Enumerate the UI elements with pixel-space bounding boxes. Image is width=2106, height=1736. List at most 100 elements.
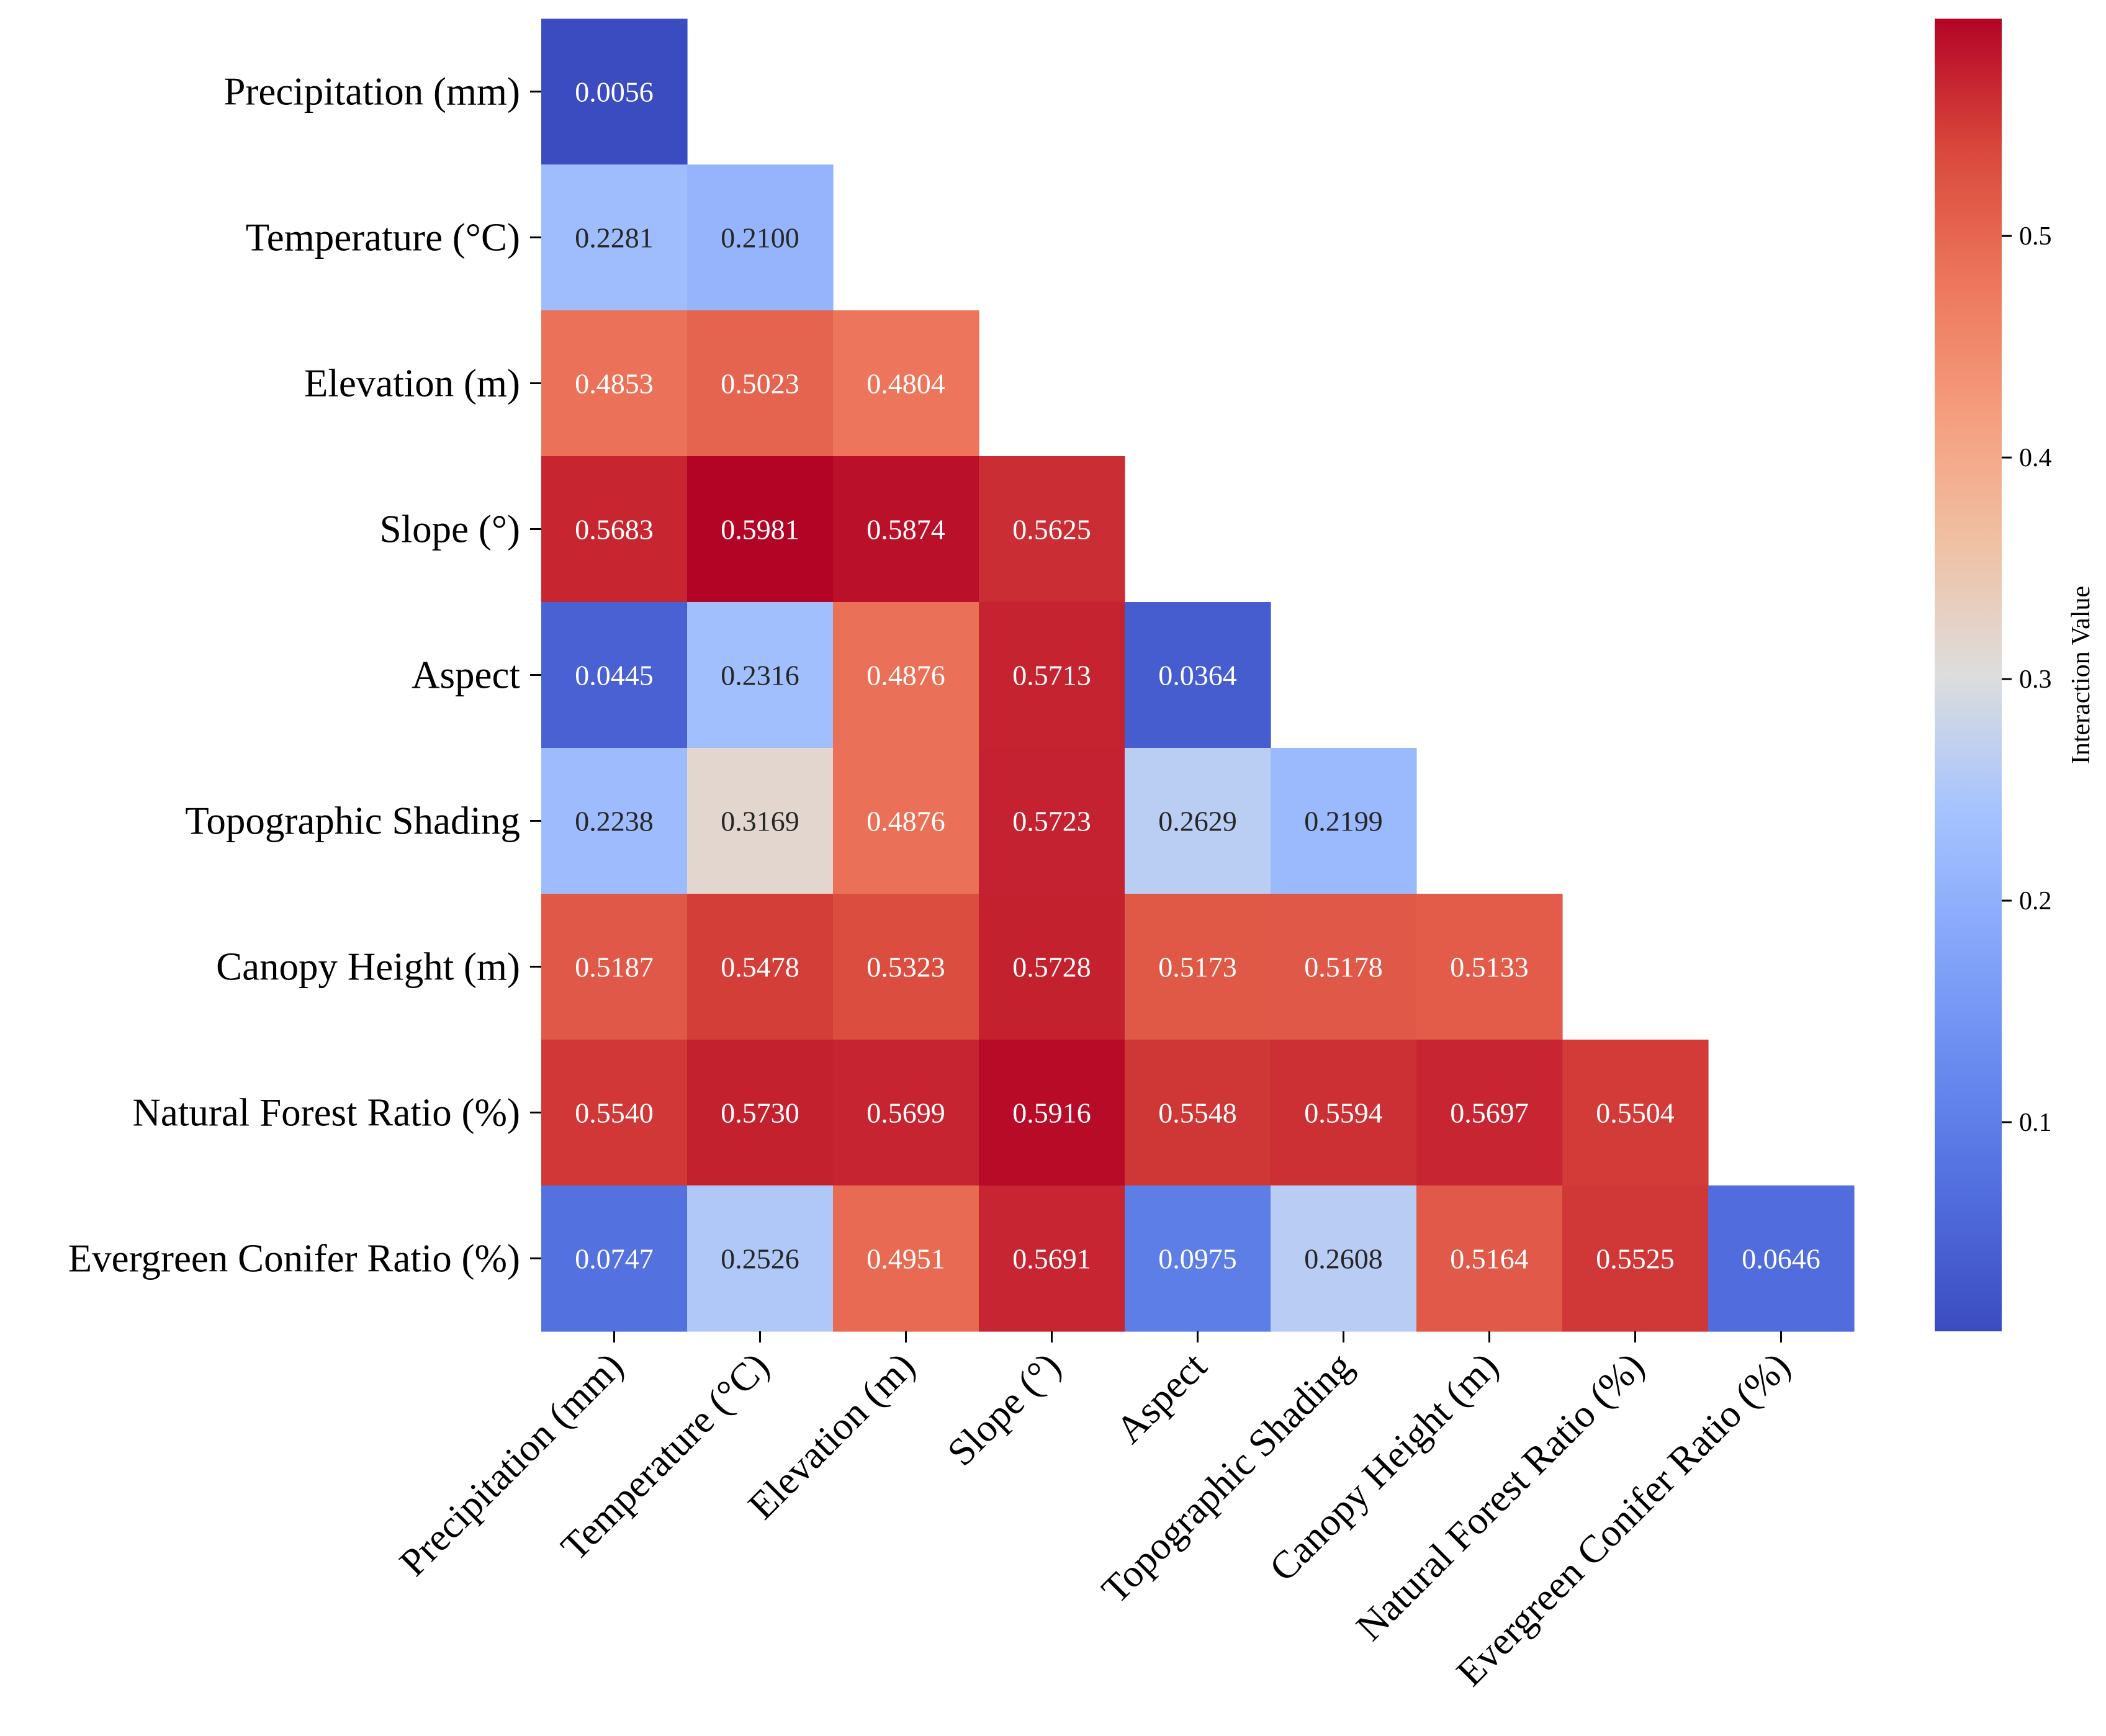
cell-value-label: 0.5323 <box>866 951 945 983</box>
heatmap-cell <box>541 310 688 457</box>
heatmap-cell <box>1562 1040 1709 1186</box>
heatmap-cell <box>979 894 1125 1040</box>
heatmap-cell <box>1125 748 1271 894</box>
row-label: Aspect <box>412 654 520 697</box>
cell-value-label: 0.5164 <box>1450 1243 1529 1275</box>
cell-value-label: 0.5187 <box>575 951 654 983</box>
row-label: Temperature (°C) <box>246 216 520 259</box>
heatmap-cell <box>979 1185 1125 1332</box>
cell-value-label: 0.4876 <box>866 660 945 691</box>
heatmap-cell <box>979 1040 1125 1186</box>
cell-value-label: 0.4804 <box>866 368 945 400</box>
heatmap-cell <box>833 602 979 749</box>
heatmap-cell <box>1416 1040 1563 1186</box>
column-labels: Precipitation (mm)Temperature (°C)Elevat… <box>391 1331 1798 1694</box>
colorbar-tick-label: 0.3 <box>2019 665 2052 694</box>
heatmap-cells: 0.0056 0.2281 0.2100 0.4853 0.5023 0.4804 0.56… <box>541 19 1855 1332</box>
cell-value-label: 0.5981 <box>721 514 799 546</box>
cell-value-label: 0.5478 <box>721 951 799 983</box>
cell-value-label: 0.5504 <box>1596 1097 1675 1129</box>
heatmap-cell <box>687 748 834 894</box>
heatmap-cell <box>1271 894 1417 1040</box>
row-label: Precipitation (mm) <box>223 70 520 114</box>
cell-value-label: 0.5697 <box>1450 1097 1529 1129</box>
heatmap-cell <box>1125 894 1271 1040</box>
heatmap-cell <box>1562 1185 1709 1332</box>
column-label: Aspect <box>1107 1344 1215 1452</box>
heatmap-cell <box>833 1040 979 1186</box>
cell-value-label: 0.2316 <box>721 660 799 691</box>
heatmap-cell <box>833 310 979 457</box>
cell-value-label: 0.2199 <box>1304 806 1383 837</box>
cell-value-label: 0.2629 <box>1158 806 1237 837</box>
cell-value-label: 0.5625 <box>1012 514 1091 546</box>
colorbar-tick-label: 0.5 <box>2019 222 2052 251</box>
colorbar-gradient <box>1935 19 2002 1331</box>
heatmap-cell <box>1125 1185 1271 1332</box>
cell-value-label: 0.5699 <box>866 1097 945 1129</box>
cell-value-label: 0.0445 <box>575 660 654 691</box>
cell-value-label: 0.5728 <box>1012 951 1091 983</box>
cell-value-label: 0.2526 <box>721 1243 799 1275</box>
heatmap-cell <box>541 164 688 311</box>
cell-value-label: 0.2238 <box>575 806 654 837</box>
row-label: Slope (°) <box>380 508 520 551</box>
cell-value-label: 0.4951 <box>866 1243 945 1275</box>
cell-value-label: 0.5723 <box>1012 806 1091 837</box>
cell-value-label: 0.0747 <box>575 1243 654 1275</box>
heatmap-cell <box>1708 1185 1855 1332</box>
column-label: Topographic Shading <box>1093 1344 1361 1611</box>
heatmap-cell <box>687 1040 834 1186</box>
heatmap-cell <box>1125 602 1271 749</box>
heatmap-cell <box>687 310 834 457</box>
heatmap-cell <box>979 602 1125 749</box>
heatmap-cell <box>979 748 1125 894</box>
row-label: Topographic Shading <box>185 799 520 843</box>
heatmap-cell <box>687 456 834 603</box>
colorbar-tick-label: 0.2 <box>2019 887 2052 915</box>
cell-value-label: 0.2281 <box>575 222 654 254</box>
heatmap-cell <box>979 456 1125 603</box>
colorbar-tick-label: 0.4 <box>2019 444 2052 472</box>
cell-value-label: 0.0364 <box>1158 660 1237 691</box>
row-label: Evergreen Conifer Ratio (%) <box>68 1237 520 1280</box>
cell-value-label: 0.5594 <box>1304 1097 1383 1129</box>
row-label: Elevation (m) <box>304 362 520 405</box>
cell-value-label: 0.5713 <box>1012 660 1091 691</box>
cell-value-label: 0.5540 <box>575 1097 654 1129</box>
cell-value-label: 0.5173 <box>1158 951 1237 983</box>
heatmap-cell <box>687 602 834 749</box>
heatmap-cell <box>687 1185 834 1332</box>
row-label: Natural Forest Ratio (%) <box>132 1091 520 1135</box>
cell-value-label: 0.5133 <box>1450 951 1529 983</box>
cell-value-label: 0.5525 <box>1596 1243 1675 1275</box>
cell-value-label: 0.2608 <box>1304 1243 1383 1275</box>
row-label: Canopy Height (m) <box>216 945 520 989</box>
row-labels: Precipitation (mm) Temperature (°C) Elevat… <box>68 70 541 1280</box>
cell-value-label: 0.5023 <box>721 368 799 400</box>
cell-value-label: 0.5691 <box>1012 1243 1091 1275</box>
heatmap-cell <box>1271 1185 1417 1332</box>
cell-value-label: 0.5683 <box>575 514 654 546</box>
cell-value-label: 0.5178 <box>1304 951 1383 983</box>
heatmap-cell <box>541 19 688 165</box>
heatmap-cell <box>687 164 834 311</box>
cell-value-label: 0.5548 <box>1158 1097 1237 1129</box>
column-label: Slope (°) <box>939 1344 1069 1474</box>
heatmap-cell <box>1416 894 1563 1040</box>
heatmap-cell <box>833 748 979 894</box>
heatmap-cell <box>541 602 688 749</box>
heatmap-cell <box>1271 748 1417 894</box>
heatmap-cell <box>1416 1185 1563 1332</box>
cell-value-label: 0.4876 <box>866 806 945 837</box>
column-label: Natural Forest Ratio (%) <box>1348 1344 1652 1648</box>
cell-value-label: 0.5916 <box>1012 1097 1091 1129</box>
heatmap-cell <box>833 456 979 603</box>
heatmap-cell <box>1125 1040 1271 1186</box>
cell-value-label: 0.0975 <box>1158 1243 1237 1275</box>
cell-value-label: 0.4853 <box>575 368 654 400</box>
heatmap-cell <box>541 1185 688 1332</box>
heatmap-cell <box>833 1185 979 1332</box>
